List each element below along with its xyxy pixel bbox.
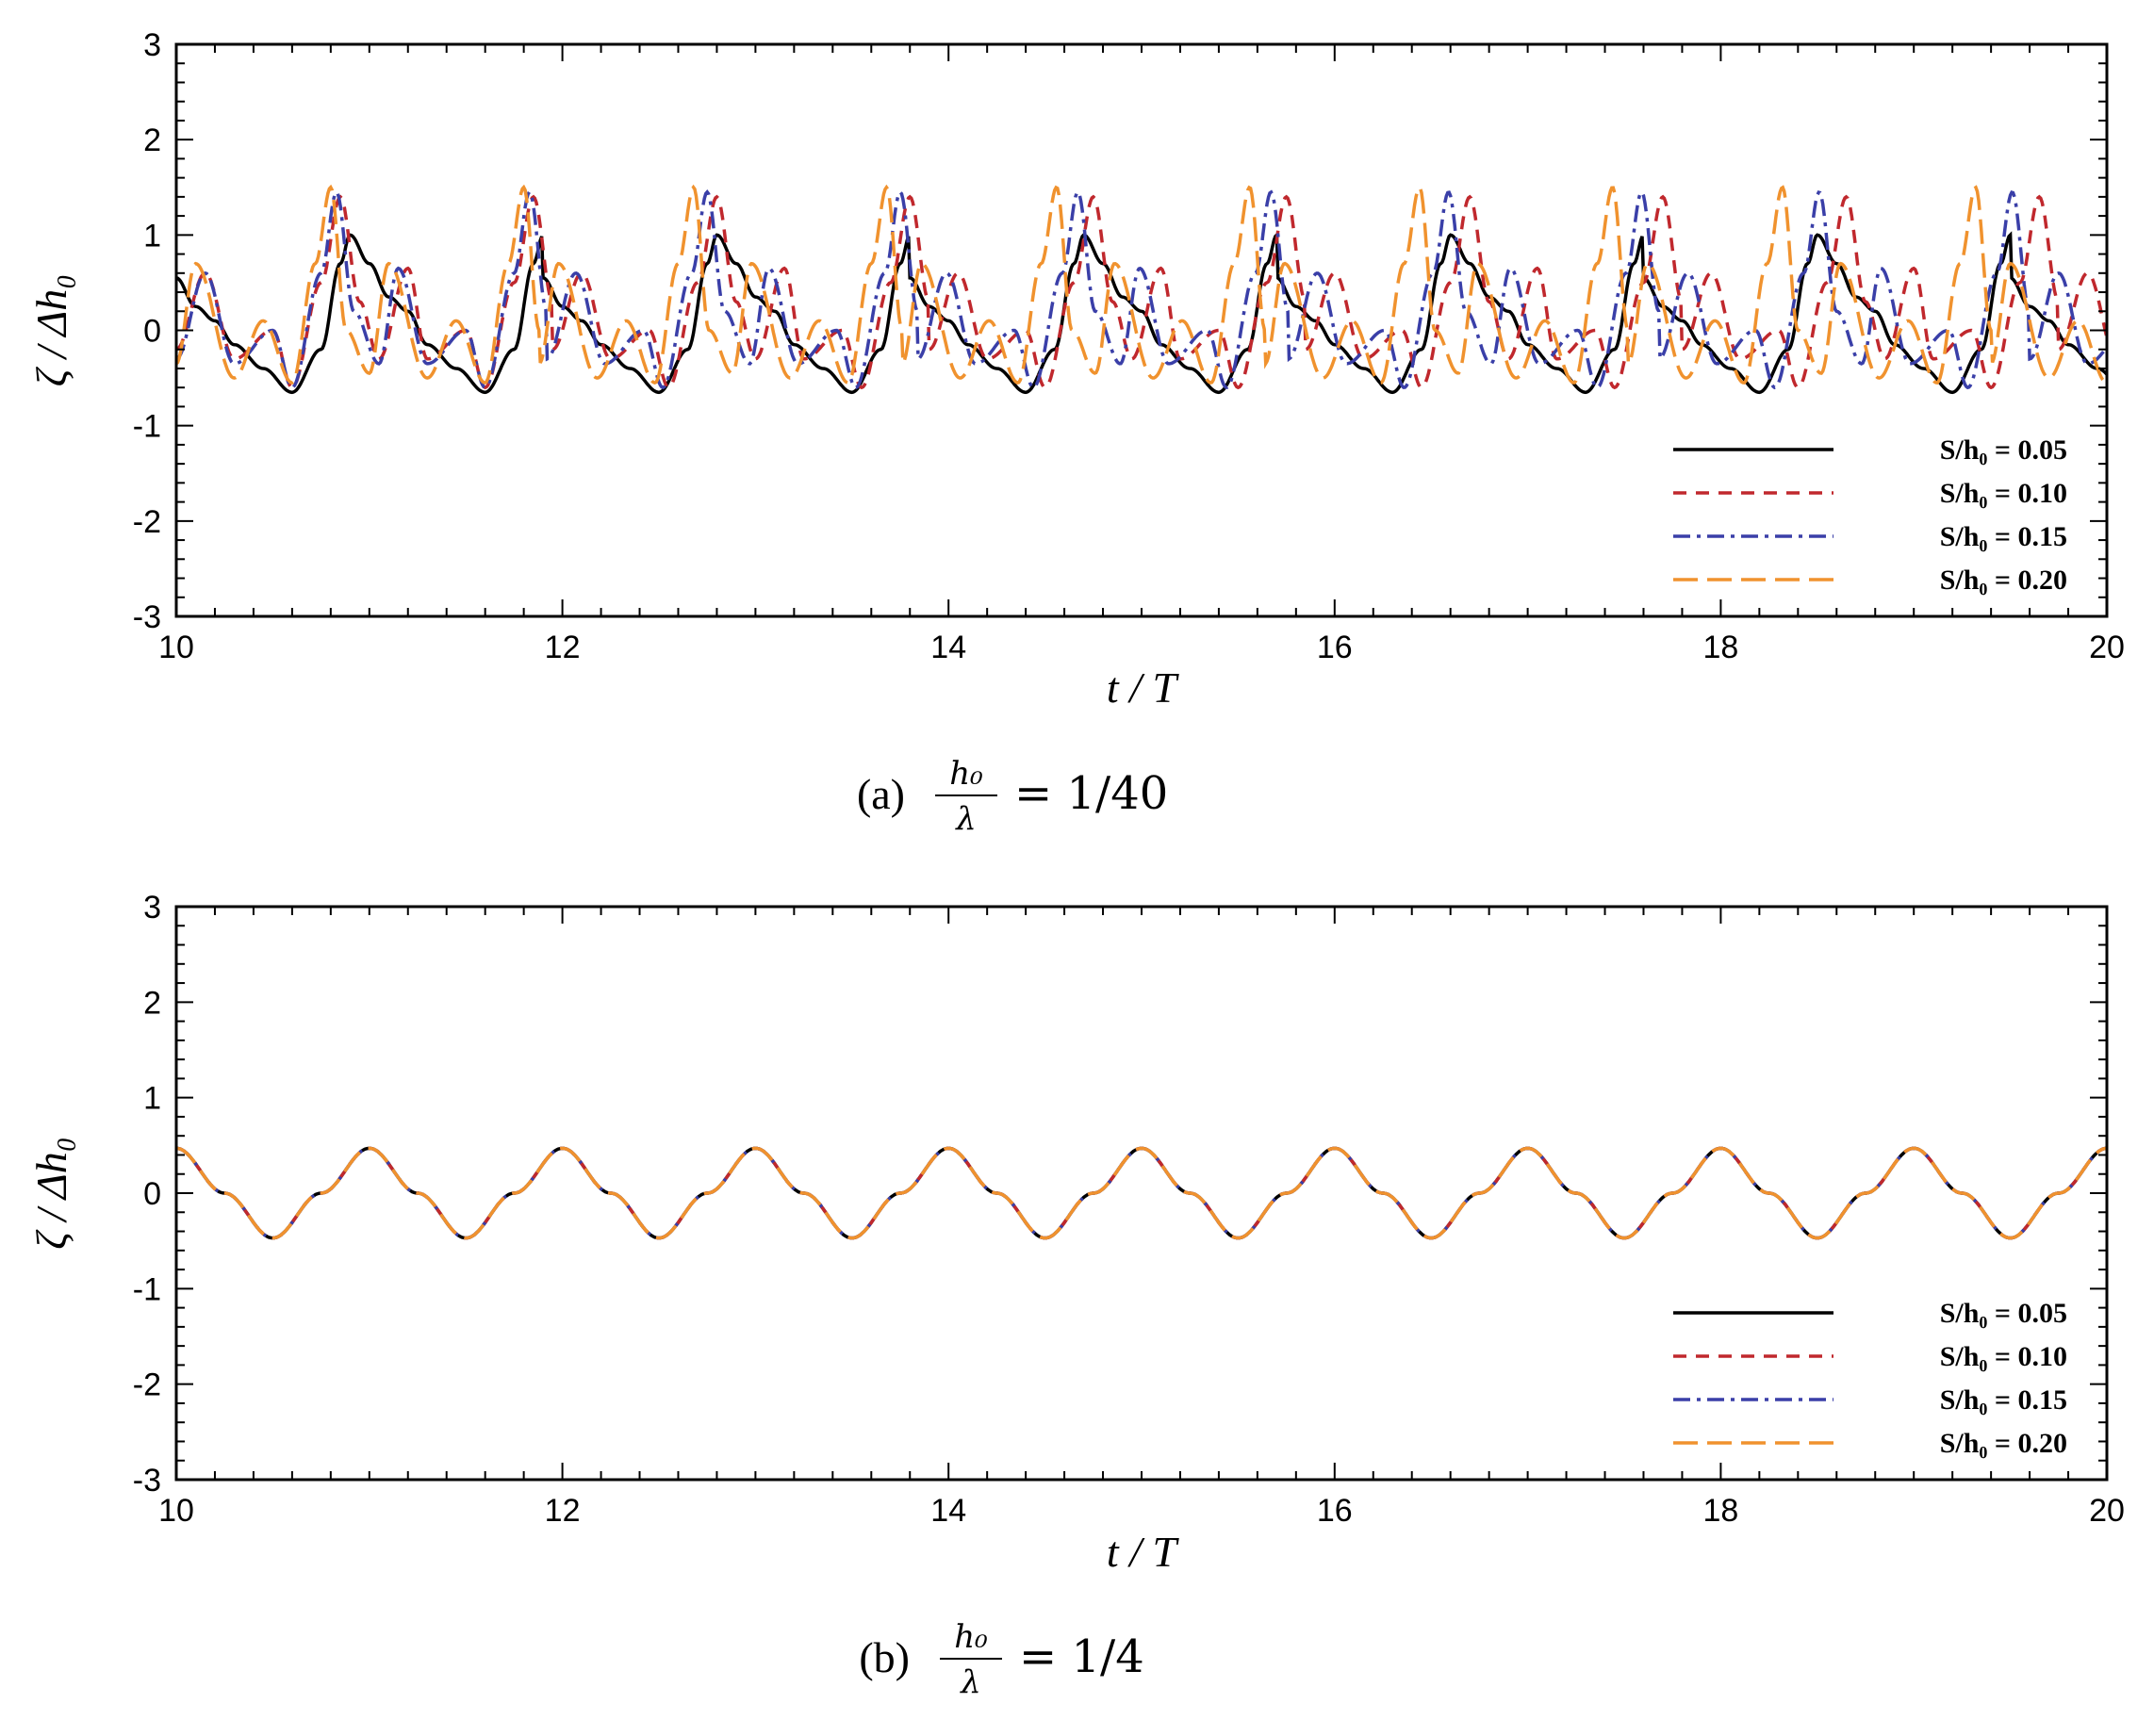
caption-denominator: λ xyxy=(954,800,977,838)
x-tick-label: 16 xyxy=(1317,1493,1353,1529)
x-tick-label: 20 xyxy=(2089,1493,2125,1529)
x-tick-label: 12 xyxy=(545,1493,581,1529)
legend-label-4: S/h₀ = 0.20 xyxy=(1940,1428,2067,1459)
caption-numerator: h₀ xyxy=(949,755,983,793)
series-line-4 xyxy=(176,1146,2107,1240)
caption-label: (a) xyxy=(857,770,905,818)
x-tick-label: 16 xyxy=(1317,630,1353,665)
caption-label: (b) xyxy=(859,1633,910,1681)
x-tick-label: 18 xyxy=(1702,630,1738,665)
y-tick-label: -3 xyxy=(133,1463,161,1499)
y-tick-label: -1 xyxy=(133,1271,161,1307)
x-axis-title: t / T xyxy=(1107,1528,1180,1576)
caption-denominator: λ xyxy=(959,1663,981,1701)
x-tick-label: 14 xyxy=(930,1493,966,1529)
y-tick-label: 1 xyxy=(143,218,161,254)
x-tick-label: 10 xyxy=(158,1493,194,1529)
series-line-4 xyxy=(176,184,2107,385)
y-tick-label: 3 xyxy=(143,890,161,925)
legend-label-3: S/h₀ = 0.15 xyxy=(1940,521,2067,552)
x-tick-label: 18 xyxy=(1702,1493,1738,1529)
y-tick-label: 0 xyxy=(143,314,161,350)
y-axis-title: ζ / Δh₀ xyxy=(27,274,75,387)
x-tick-label: 12 xyxy=(545,630,581,665)
plot-frame xyxy=(174,905,2109,1482)
y-tick-label: 3 xyxy=(143,27,161,63)
caption-rhs: = 1/40 xyxy=(1014,767,1168,820)
series-group xyxy=(176,184,2107,395)
series-line-1 xyxy=(176,1146,2107,1240)
y-tick-label: -1 xyxy=(133,409,161,445)
legend-label-1: S/h₀ = 0.05 xyxy=(1940,1298,2067,1329)
series-line-2 xyxy=(176,1146,2107,1240)
series-group xyxy=(176,1146,2107,1240)
y-tick-label: 0 xyxy=(143,1176,161,1212)
x-axis-title: t / T xyxy=(1107,663,1180,712)
y-tick-label: 2 xyxy=(143,123,161,158)
y-axis-title: ζ / Δh₀ xyxy=(27,1137,75,1250)
legend-label-4: S/h₀ = 0.20 xyxy=(1940,565,2067,596)
caption-rhs: = 1/4 xyxy=(1019,1630,1144,1683)
series-line-3 xyxy=(176,1146,2107,1240)
y-tick-label: -2 xyxy=(133,1368,161,1403)
y-tick-label: -3 xyxy=(133,599,161,635)
legend-label-1: S/h₀ = 0.05 xyxy=(1940,434,2067,466)
series-line-3 xyxy=(176,189,2107,390)
legend-label-3: S/h₀ = 0.15 xyxy=(1940,1384,2067,1416)
x-tick-label: 20 xyxy=(2089,630,2125,665)
caption-numerator: h₀ xyxy=(954,1618,988,1656)
legend-label-2: S/h₀ = 0.10 xyxy=(1940,478,2067,509)
x-tick-label: 10 xyxy=(158,630,194,665)
series-line-2 xyxy=(176,194,2107,390)
series-line-1 xyxy=(176,231,2107,395)
y-tick-label: 2 xyxy=(143,985,161,1021)
legend-label-2: S/h₀ = 0.10 xyxy=(1940,1341,2067,1372)
y-tick-label: 1 xyxy=(143,1081,161,1117)
y-tick-label: -2 xyxy=(133,504,161,540)
x-tick-label: 14 xyxy=(930,630,966,665)
